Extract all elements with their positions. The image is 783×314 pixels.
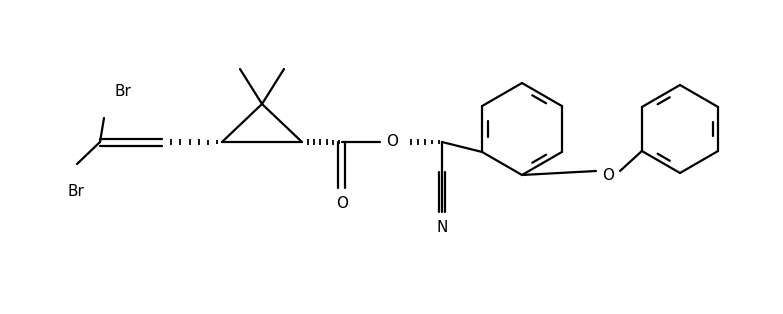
Text: O: O (386, 134, 398, 149)
Text: N: N (436, 220, 448, 236)
Text: O: O (602, 169, 614, 183)
Text: Br: Br (68, 183, 85, 198)
Text: O: O (336, 197, 348, 212)
Text: Br: Br (114, 84, 131, 99)
